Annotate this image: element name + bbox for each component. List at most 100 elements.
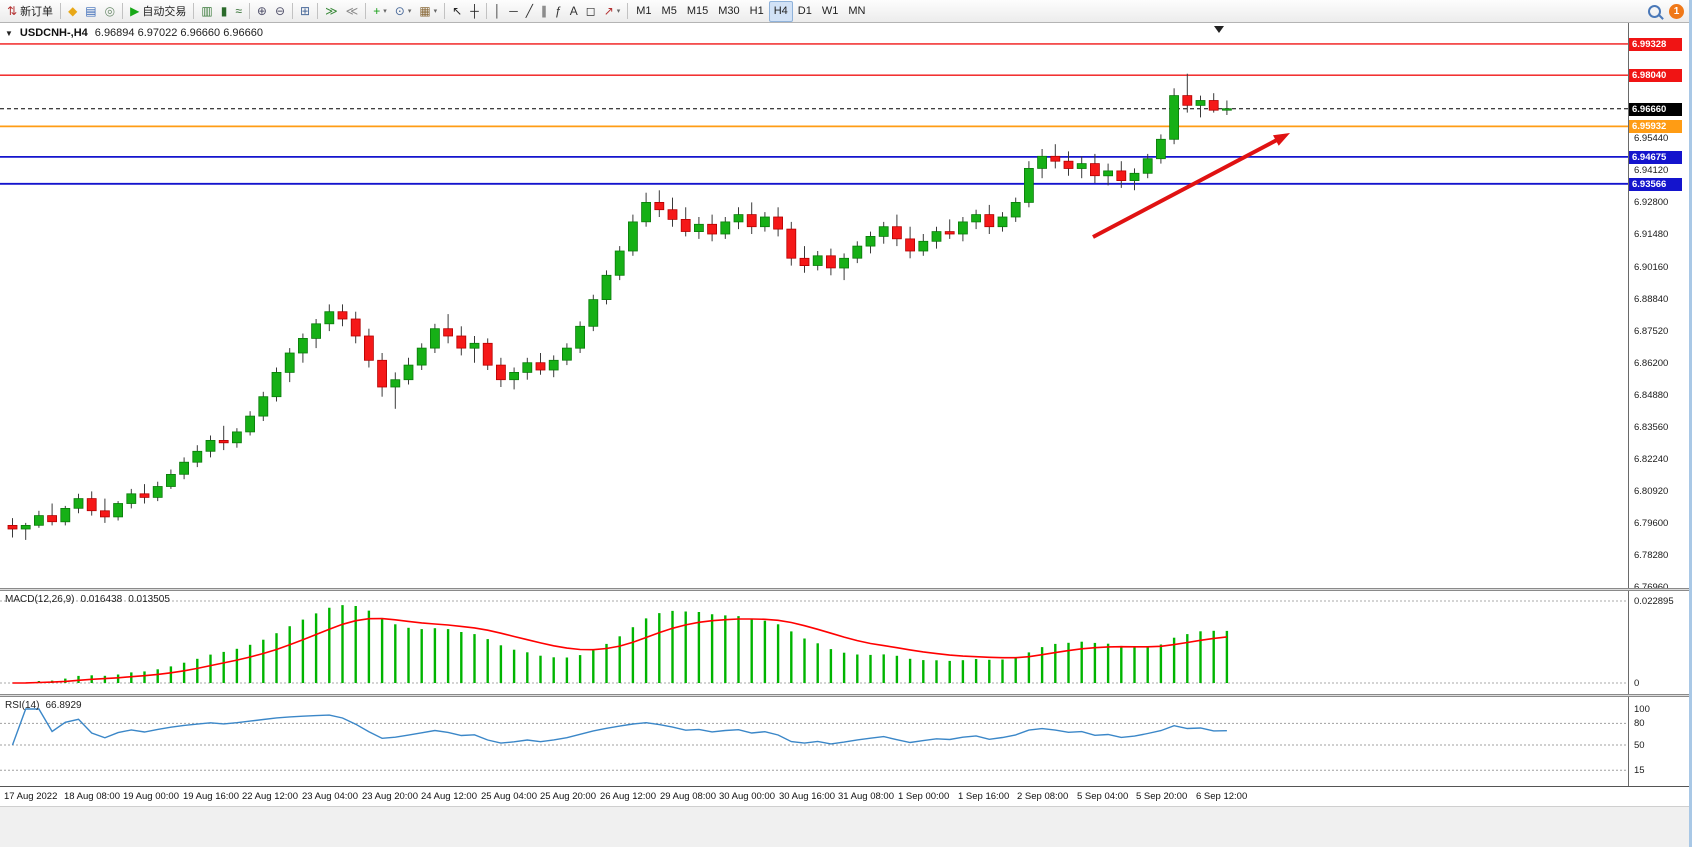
main-chart-panel[interactable]: ▼ USDCNH-,H4 6.96894 6.97022 6.96660 6.9… [0, 23, 1628, 588]
price-tick-label: 6.80920 [1634, 486, 1669, 497]
candle-body [562, 347, 572, 361]
horizontal-line-button[interactable]: ─ [505, 1, 522, 22]
line-chart-icon: ≈ [235, 4, 242, 18]
toolbar-separator [365, 3, 367, 19]
market-watch-button[interactable]: ▤ [81, 1, 100, 22]
zoom-out-button[interactable]: ⊖ [271, 1, 289, 22]
cursor-icon: ↖ [452, 4, 463, 18]
time-axis[interactable]: 17 Aug 2022 18 Aug 08:00 19 Aug 00:00 19 Au… [0, 786, 1692, 806]
timeframe-h4-button[interactable]: H4 [768, 0, 793, 22]
tile-windows-button[interactable]: ⊞ [296, 1, 314, 22]
candle-body [165, 473, 176, 487]
price-tick-label: 6.82240 [1634, 454, 1669, 465]
candle-body [1024, 167, 1034, 203]
candle-body [588, 299, 599, 327]
candle-body [1156, 138, 1166, 160]
candle-body [997, 216, 1008, 228]
candle-body [694, 223, 704, 233]
candle-body [443, 328, 454, 337]
timeframe-m30-button[interactable]: M30 [713, 1, 744, 22]
panel-splitter[interactable] [0, 588, 1692, 591]
trendline-button[interactable]: ╱ [522, 1, 537, 22]
macd-label: MACD(12,26,9) 0.016438 0.013505 [5, 594, 170, 605]
price-tick-label: 6.86200 [1634, 358, 1669, 369]
new-order-button[interactable]: ⇅ 新订单 [3, 1, 57, 22]
navigator-button[interactable]: ◎ [101, 1, 119, 22]
candle-body [205, 439, 216, 452]
timeframe-h1-button[interactable]: H1 [745, 1, 769, 22]
candle-body [826, 255, 836, 269]
equidistant-channel-button[interactable]: ∥ [537, 1, 551, 22]
candle-body [73, 498, 84, 509]
time-tick-label: 18 Aug 08:00 [64, 791, 120, 802]
label-button[interactable]: ◻ [582, 1, 600, 22]
vertical-line-button[interactable]: │ [490, 1, 506, 22]
zoom-in-icon: ⊕ [256, 4, 267, 18]
chart-shift-icon: ≪ [345, 4, 359, 18]
candle-body [773, 216, 783, 230]
timeframe-mn-button[interactable]: MN [843, 1, 870, 22]
timeframe-m5-button[interactable]: M5 [657, 1, 682, 22]
fibonacci-button[interactable]: ƒ [551, 1, 566, 22]
candle-body [337, 311, 348, 320]
time-tick-label: 19 Aug 00:00 [123, 791, 179, 802]
time-tick-label: 23 Aug 20:00 [362, 791, 418, 802]
timeframe-d1-button[interactable]: D1 [793, 1, 817, 22]
timeframe-m1-button[interactable]: M1 [631, 1, 656, 22]
timeframe-m15-button[interactable]: M15 [682, 1, 713, 22]
time-tick-label: 17 Aug 2022 [4, 791, 58, 802]
macd-histogram [24, 605, 1229, 683]
cursor-button[interactable]: ↖ [448, 1, 466, 22]
search-icon[interactable] [1648, 5, 1661, 18]
candle-body [126, 493, 137, 504]
macd-panel[interactable]: MACD(12,26,9) 0.016438 0.013505 [0, 591, 1628, 694]
autotrading-button[interactable]: ▶ 自动交易 [126, 1, 190, 22]
bar-chart-button[interactable]: ▥ [197, 1, 216, 22]
candle-body [34, 515, 44, 526]
toolbar-separator [248, 3, 250, 19]
price-axis[interactable]: 6.95440 6.94120 6.92800 6.91480 6.90160 6.888… [1628, 23, 1692, 786]
chart-shift-button[interactable]: ≪ [342, 1, 363, 22]
arrows-button[interactable]: ↗ ▾ [600, 1, 625, 22]
toolbar-items: ⇅ 新订单 ◆ ▤ ◎ ▶ 自动交易 ▥ ▮ ≈ ⊕ ⊖ ⊞ ≫ ≪ + ▾ ⊙ ▾ ▦ ▾ ↖ ┼ │ ─ ╱ ∥ ƒ A ◻ ↗ ▾ M1 M… [3, 0, 870, 22]
candle-body [192, 450, 203, 463]
candle-body [1116, 170, 1127, 181]
templates-button[interactable]: ▦ ▾ [415, 1, 441, 22]
metaeditor-button[interactable]: ◆ [64, 1, 81, 22]
label-icon: ◻ [585, 4, 596, 18]
toolbar-separator [317, 3, 319, 19]
panel-splitter[interactable] [0, 694, 1692, 697]
rsi-tick-label: 80 [1634, 718, 1645, 729]
timeframe-w1-button[interactable]: W1 [817, 1, 844, 22]
auto-scroll-button[interactable]: ≫ [321, 1, 342, 22]
zoom-in-button[interactable]: ⊕ [253, 1, 271, 22]
window-border [1689, 0, 1692, 847]
price-level-badge: 6.99328 [1629, 38, 1682, 51]
timeframe-m1-button-label: M1 [636, 5, 652, 17]
time-tick-label: 30 Aug 16:00 [779, 791, 835, 802]
toolbar-separator [60, 3, 62, 19]
candle-body [971, 214, 981, 223]
bar-chart-icon: ▥ [201, 4, 213, 18]
rsi-panel[interactable]: RSI(14) 66.8929 [0, 697, 1628, 786]
one-click-trading-toggle[interactable]: ▼ [5, 28, 13, 38]
macd-value-signal: 0.013505 [128, 594, 170, 605]
toolbar-right: 1 [1648, 0, 1684, 23]
vertical-line-icon: │ [493, 4, 502, 18]
macd-name-label: MACD(12,26,9) [5, 594, 75, 605]
crosshair-button[interactable]: ┼ [466, 1, 483, 22]
candle-body [1103, 170, 1113, 177]
periods-button[interactable]: ⊙ ▾ [391, 1, 416, 22]
candlestick-button[interactable]: ▮ [217, 1, 232, 22]
price-tick-label: 6.87520 [1634, 326, 1669, 337]
indicators-button[interactable]: + ▾ [369, 1, 391, 22]
macd-value-main: 0.016438 [80, 594, 123, 605]
line-chart-button[interactable]: ≈ [231, 1, 246, 22]
indicators-icon: + [373, 4, 381, 18]
candle-body [284, 352, 295, 373]
notification-badge[interactable]: 1 [1669, 4, 1684, 19]
text-button[interactable]: A [566, 1, 582, 22]
candle-body [654, 201, 665, 211]
candlestick-icon: ▮ [220, 4, 228, 18]
